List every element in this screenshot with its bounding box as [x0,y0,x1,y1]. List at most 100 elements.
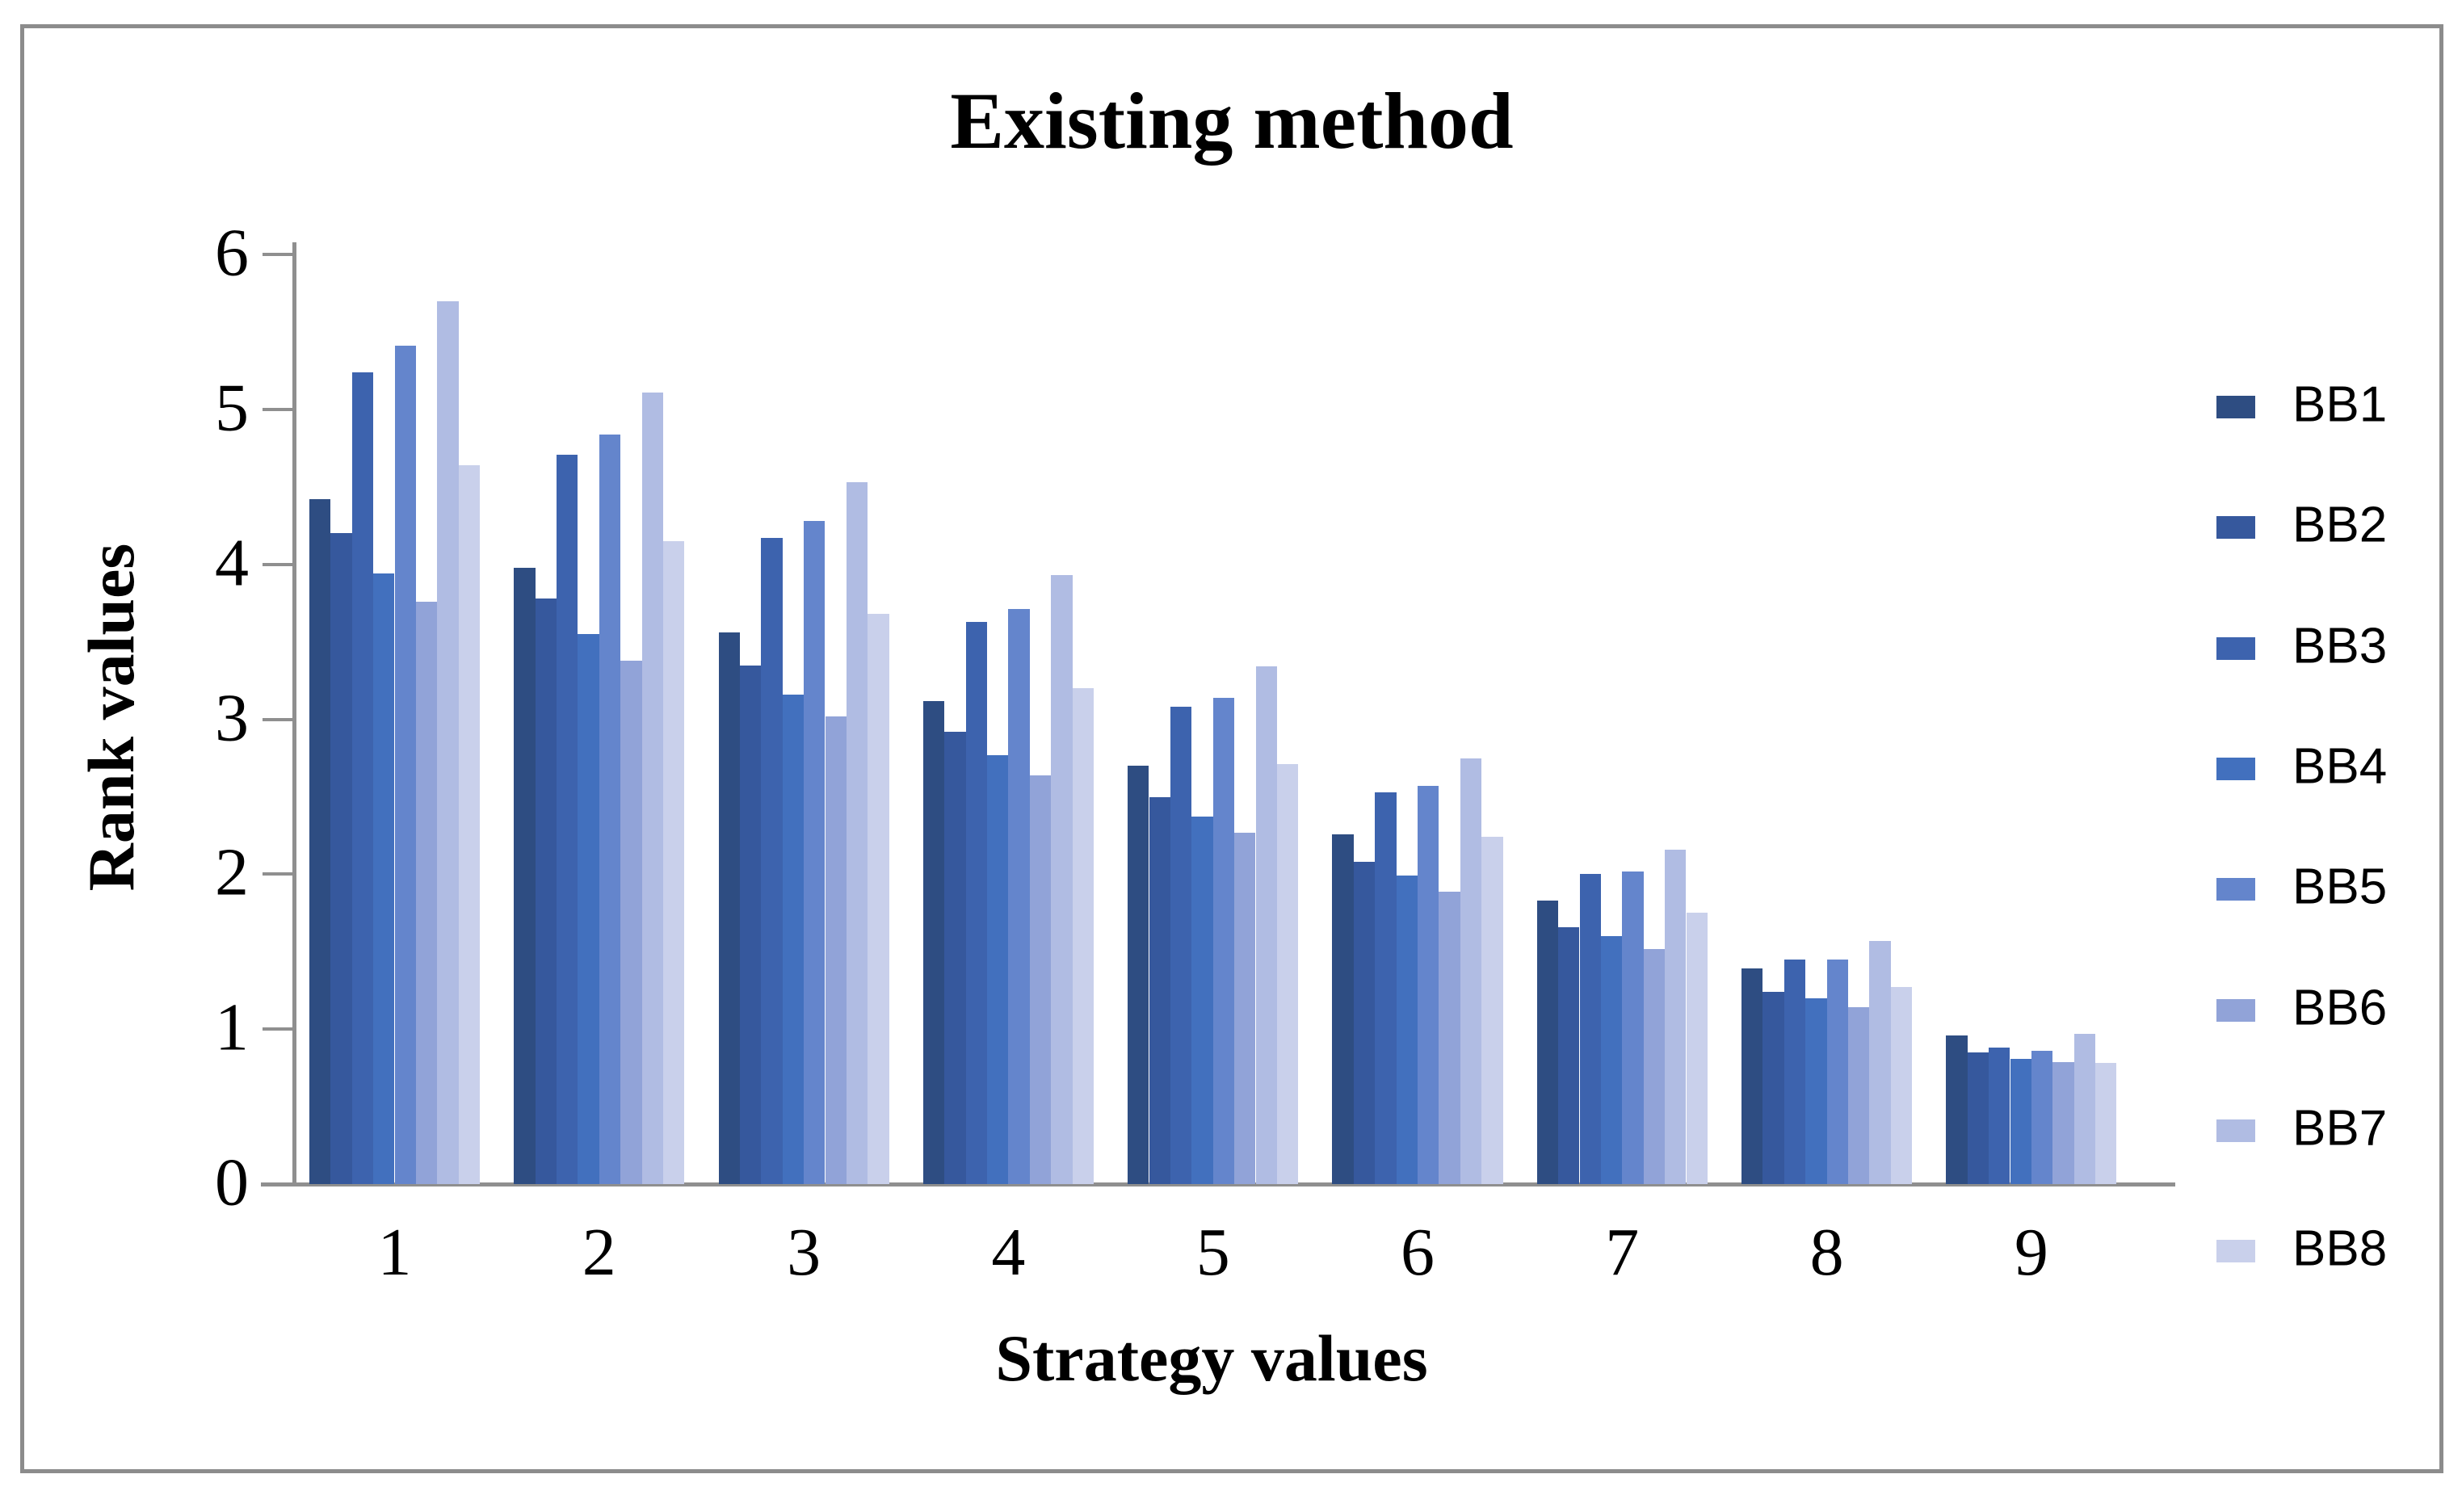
bar-BB7-group9 [2073,1034,2096,1184]
bar-BB2-group5 [1149,796,1170,1184]
bar-BB1-group4 [922,700,945,1184]
y-axis-title: Rank values [74,543,148,892]
bar-BB7-group1 [437,300,459,1184]
x-axis-tick-label-4: 4 [991,1215,1026,1290]
y-axis-line [292,242,296,1186]
bar-BB4-group8 [1805,998,1827,1184]
bar-BB2-group3 [739,665,762,1184]
bar-BB4-group9 [2010,1058,2031,1184]
bar-BB4-group4 [987,754,1009,1184]
y-axis-tick-label-6: 6 [215,215,249,291]
bar-BB6-group9 [2052,1061,2074,1184]
bar-BB8-group8 [1890,987,1913,1184]
bar-BB7-group2 [641,392,663,1184]
bar-BB6-group1 [415,601,438,1184]
bar-BB4-group3 [782,694,805,1184]
x-axis-tick-label-2: 2 [582,1215,616,1290]
bar-BB5-group1 [394,346,416,1184]
y-axis-tick-label-2: 2 [215,834,249,910]
bar-BB4-group6 [1396,876,1418,1184]
legend-swatch-BB1 [2216,396,2255,418]
bar-BB1-group1 [309,499,331,1184]
y-axis-tick-4 [263,562,295,566]
bar-BB7-group7 [1665,849,1687,1184]
x-axis-tick-label-7: 7 [1605,1215,1640,1290]
y-axis-tick-6 [263,253,295,257]
bar-BB3-group5 [1170,707,1192,1184]
y-axis-tick-label-5: 5 [215,370,249,446]
legend-swatch-BB5 [2216,878,2255,901]
bar-BB3-group2 [557,454,578,1184]
x-axis-tick-label-9: 9 [2014,1215,2048,1290]
bar-BB2-group1 [330,533,352,1184]
legend-swatch-BB6 [2216,998,2255,1022]
bar-BB1-group2 [514,567,536,1184]
bar-BB5-group8 [1826,959,1848,1184]
bar-BB6-group6 [1439,891,1460,1184]
bar-BB2-group9 [1967,1052,1989,1184]
legend-label-BB6: BB6 [2292,980,2388,1036]
y-axis-tick-5 [263,408,295,411]
legend-swatch-BB4 [2216,757,2255,780]
bar-BB3-group6 [1375,792,1397,1184]
bar-BB6-group7 [1643,948,1666,1184]
bar-BB3-group7 [1579,874,1601,1184]
bar-BB1-group9 [1946,1035,1968,1184]
legend-label-BB4: BB4 [2292,738,2388,795]
bar-BB8-group7 [1686,913,1708,1184]
legend-swatch-BB8 [2216,1240,2255,1263]
bar-BB8-group5 [1276,764,1299,1184]
bar-BB6-group5 [1234,832,1256,1184]
bar-BB3-group9 [1989,1048,2010,1184]
bar-BB7-group3 [846,482,868,1184]
y-axis-tick-label-1: 1 [215,989,249,1065]
bar-BB8-group3 [868,614,889,1184]
bar-BB5-group2 [599,434,621,1184]
legend-label-BB5: BB5 [2292,859,2388,915]
bar-BB8-group6 [1481,837,1503,1184]
bar-BB2-group4 [944,731,966,1184]
bar-BB2-group2 [535,598,557,1184]
bar-BB1-group6 [1332,834,1354,1184]
legend-label-BB1: BB1 [2292,376,2388,433]
bar-BB5-group7 [1622,871,1644,1184]
chart-title: Existing method [950,76,1514,166]
bar-BB3-group1 [351,372,374,1184]
x-axis-tick-label-1: 1 [377,1215,412,1290]
bar-BB8-group1 [458,465,481,1184]
bar-BB3-group8 [1783,959,1806,1184]
bar-BB1-group7 [1536,901,1559,1184]
y-axis-tick-2 [263,872,295,876]
bar-BB6-group4 [1029,775,1052,1184]
bar-BB4-group5 [1191,817,1213,1184]
bar-BB5-group5 [1212,697,1235,1184]
legend-label-BB8: BB8 [2292,1220,2388,1277]
bar-BB2-group8 [1762,992,1784,1184]
bar-BB7-group5 [1255,666,1277,1184]
legend-label-BB3: BB3 [2292,618,2388,674]
bar-BB5-group4 [1008,609,1030,1184]
bar-BB1-group8 [1741,968,1763,1184]
bar-BB7-group8 [1869,940,1891,1184]
bar-BB7-group4 [1051,575,1073,1184]
bar-BB1-group5 [1128,766,1149,1184]
bar-BB4-group7 [1600,936,1623,1184]
bar-BB3-group4 [965,621,987,1184]
y-axis-tick-label-0: 0 [215,1144,249,1220]
legend-swatch-BB2 [2216,516,2255,540]
x-axis-tick-label-3: 3 [787,1215,821,1290]
y-axis-tick-1 [263,1027,295,1031]
bar-BB2-group7 [1558,926,1580,1184]
bar-BB4-group1 [373,573,395,1184]
x-axis-line [261,1182,2175,1186]
x-axis-tick-label-8: 8 [1809,1215,1844,1290]
bar-BB6-group3 [825,716,847,1184]
bar-BB8-group2 [663,541,685,1184]
x-axis-tick-label-5: 5 [1195,1215,1230,1290]
bar-BB1-group3 [718,632,740,1184]
bar-BB2-group6 [1353,862,1376,1184]
y-axis-tick-label-4: 4 [215,525,249,601]
bar-BB3-group3 [761,538,783,1184]
bar-BB4-group2 [578,634,599,1184]
legend-label-BB7: BB7 [2292,1100,2388,1157]
